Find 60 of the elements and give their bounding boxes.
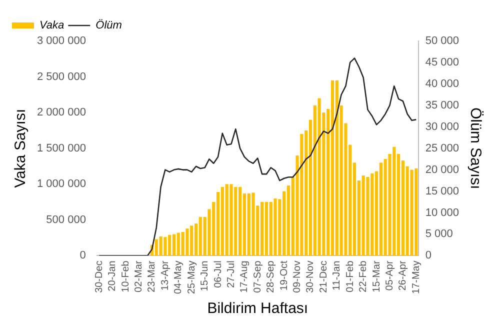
x-tick-label: 11-Jan: [332, 260, 343, 290]
x-tick-label: 07-Sep: [252, 260, 264, 293]
x-tick-label: 17-May: [410, 260, 422, 294]
bar: [330, 80, 334, 256]
y-tick-label: 2 500 000: [37, 70, 86, 83]
bar: [186, 228, 189, 256]
y-axis-title: Vaka Sayısı: [12, 108, 30, 188]
x-tick-label: 15-Jun: [200, 260, 211, 292]
x-tick-label: 30-Nov: [305, 260, 316, 293]
y-tick-label: 1 500 000: [37, 142, 86, 154]
x-tick-label: 05-Apr: [384, 260, 396, 291]
bar: [238, 186, 242, 256]
bar: [274, 198, 277, 256]
x-tick-label: 30-Dec: [94, 260, 105, 293]
x-tick-label: 20-Jan: [107, 260, 118, 292]
x-tick-label: 13-Apr: [160, 260, 171, 291]
bar: [366, 176, 370, 256]
y2-tick-label: 20 000: [425, 164, 460, 176]
y2-tick-label: 15 000: [425, 185, 460, 198]
y-tick-label: 500 000: [46, 214, 86, 226]
x-tick-label: 04-May: [173, 260, 184, 294]
y2-tick-label: 0: [425, 250, 432, 262]
y2-tick-label: 30 000: [425, 120, 460, 133]
y2-tick-label: 10 000: [425, 206, 460, 219]
x-tick-label: 15-Mar: [371, 260, 382, 292]
x-tick-label: 19-Oct: [278, 260, 290, 291]
bar: [252, 192, 255, 256]
x-tick-label: 25-May: [186, 260, 198, 294]
x-tick-label: 27-Jul: [226, 260, 237, 288]
bar: [172, 234, 176, 256]
x-tick-label: 01-Feb: [344, 260, 356, 292]
y-tick-label: 3 000 000: [37, 35, 86, 48]
y-tick-label: 1 000 000: [37, 178, 86, 190]
y2-tick-label: 35 000: [425, 99, 460, 112]
bar: [230, 184, 233, 256]
bar: [181, 232, 184, 256]
x-tick-label: 06-Jul: [212, 260, 224, 288]
x-tick-label: 21-Dec: [318, 260, 330, 293]
y2-tick-label: 50 000: [425, 35, 460, 48]
bar: [318, 98, 321, 256]
y-tick-label: 0: [80, 250, 86, 262]
y-tick-label: 2 000 000: [37, 106, 86, 119]
x-tick-label: 28-Sep: [266, 260, 277, 293]
bar: [159, 236, 162, 256]
x-tick-label: 26-Apr: [398, 260, 409, 291]
x-tick-label: 22-Feb: [358, 260, 370, 292]
x-tick-label: 02-Mar: [134, 260, 145, 292]
y2-axis-title: Ölüm Sayısı: [466, 107, 484, 190]
x-tick-label: 17-Aug: [239, 260, 250, 293]
y2-tick-label: 5 000: [425, 228, 453, 240]
x-tick-label: 10-Feb: [120, 260, 132, 292]
y2-tick-label: 25 000: [425, 142, 460, 154]
x-tick-label: 09-Nov: [292, 260, 304, 293]
x-axis-title: Bildirim Haftası: [207, 300, 308, 318]
legend-label: Ölüm: [96, 18, 122, 32]
y2-tick-label: 40 000: [425, 78, 460, 90]
x-tick-label: 23-Mar: [146, 260, 158, 292]
legend-label: Vaka: [40, 20, 64, 32]
bar: [410, 170, 414, 256]
y2-tick-label: 45 000: [425, 56, 460, 68]
